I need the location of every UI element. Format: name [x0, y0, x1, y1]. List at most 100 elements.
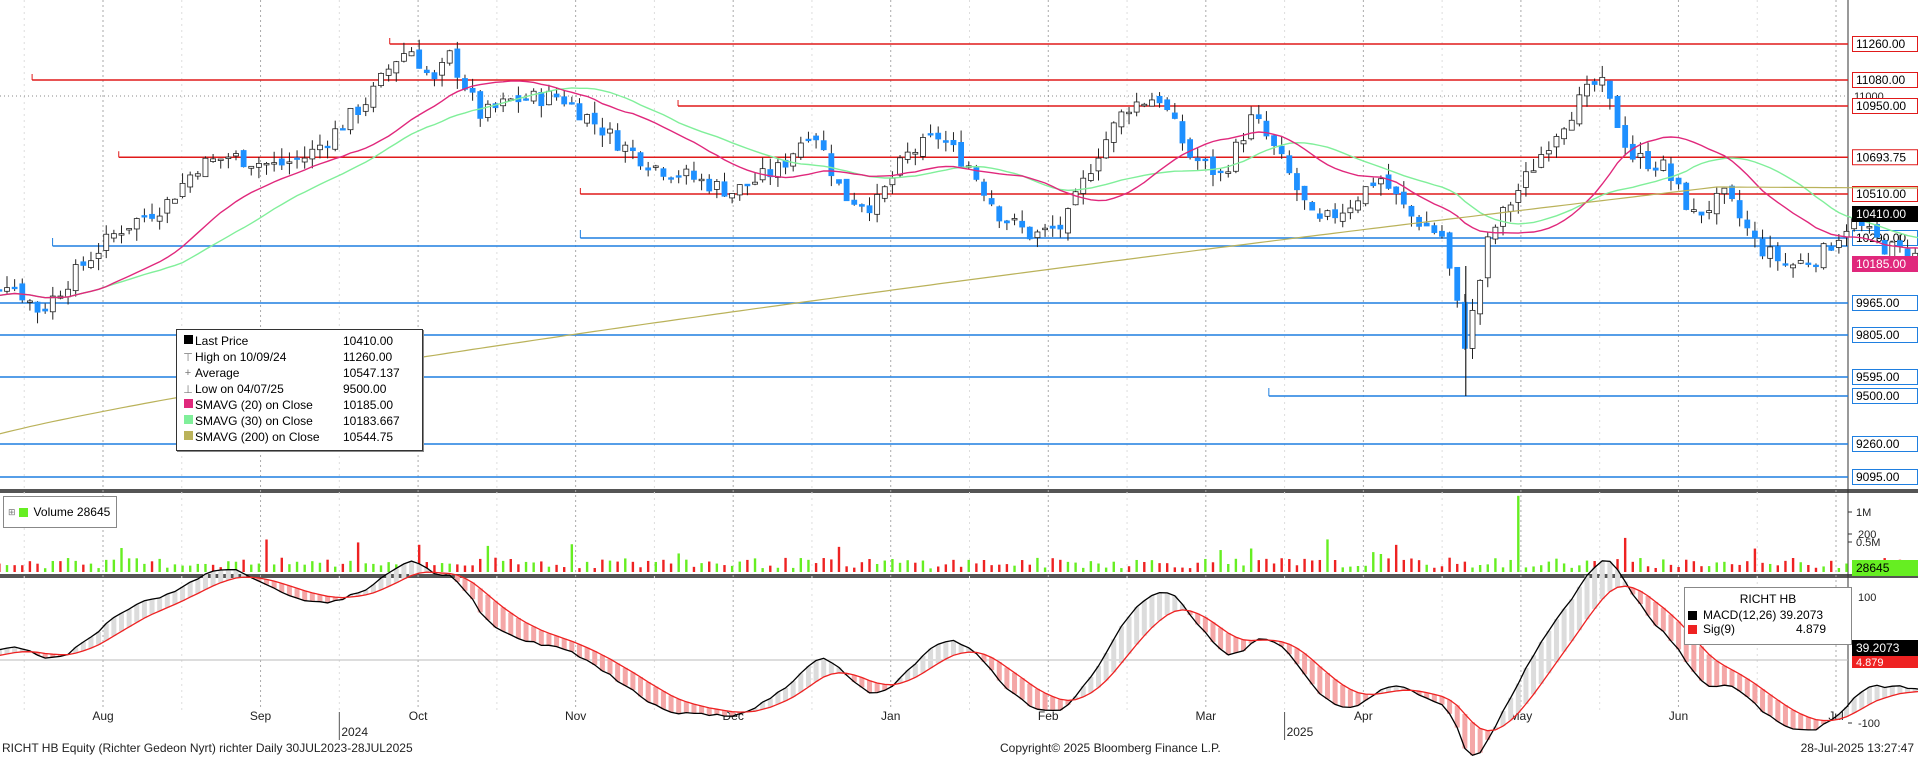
volume-bar — [1662, 559, 1665, 572]
price-legend: Last Price 10410.00 ⊤ High on 10/09/24 11260… — [176, 329, 423, 451]
candle-body — [1599, 76, 1606, 86]
volume-bar — [1127, 566, 1131, 572]
volume-bar — [227, 561, 230, 572]
candle-body — [370, 85, 377, 108]
candle-body — [172, 198, 178, 204]
volume-bar — [28, 561, 32, 572]
candle-body — [179, 182, 186, 197]
candle-body — [423, 69, 430, 74]
volume-bar — [524, 561, 528, 572]
candle-body — [1645, 151, 1651, 170]
volume-bar — [501, 560, 505, 572]
volume-bar — [1791, 558, 1795, 572]
macd-tag — [1852, 640, 1918, 656]
volume-bar — [1448, 557, 1451, 572]
volume-bar — [1639, 558, 1642, 572]
volume-bar — [1181, 567, 1184, 572]
candle-body — [927, 133, 934, 136]
candle-body — [1690, 209, 1697, 212]
volume-bar — [845, 566, 848, 572]
legend-row: SMAVG (20) on Close 10185.00 — [181, 397, 418, 413]
candle-body — [42, 308, 49, 312]
volume-bar — [1532, 566, 1535, 572]
candle-body — [1752, 230, 1758, 239]
legend-value: 10544.75 — [343, 430, 394, 444]
candle-body — [1515, 190, 1522, 203]
volume-bar — [906, 560, 909, 572]
candle-body — [843, 178, 850, 202]
volume-bar — [784, 557, 787, 572]
candle-body — [881, 186, 888, 199]
volume-bar — [372, 563, 375, 572]
level-tag-inner — [1853, 150, 1917, 165]
volume-bar — [753, 558, 757, 572]
level-tag-label: 9965.00 — [1856, 296, 1900, 310]
candle-body — [1729, 185, 1735, 200]
legend-label: Low on 04/07/25 — [195, 382, 284, 396]
candle-body — [1759, 238, 1766, 257]
volume-bar — [769, 565, 772, 572]
expand-icon[interactable]: ⊞ — [8, 506, 16, 517]
candle-body — [1042, 227, 1048, 231]
candle-body — [1622, 125, 1629, 148]
candle-body — [1187, 139, 1193, 158]
candle-body — [675, 175, 682, 178]
volume-bar — [1326, 539, 1329, 572]
volume-bar — [1562, 563, 1566, 572]
volume-bar — [105, 559, 108, 572]
candle-body — [1881, 239, 1888, 255]
volume-bar — [929, 568, 932, 572]
volume-bar — [1356, 565, 1360, 572]
candle-body — [1332, 209, 1339, 219]
volume-bar — [517, 564, 520, 572]
volume-bar — [1280, 558, 1283, 572]
candle-body — [1652, 167, 1659, 171]
candle-body — [874, 194, 881, 215]
candle-body — [1774, 246, 1781, 262]
legend-value: 11260.00 — [343, 350, 393, 364]
volume-bar — [265, 539, 268, 572]
candle-body — [820, 140, 827, 151]
volume-bar — [624, 558, 627, 572]
candle-body — [1362, 186, 1369, 205]
volume-bar — [1059, 559, 1062, 572]
level-tag-label: 11080.00 — [1856, 73, 1905, 87]
level-tag-inner — [1853, 37, 1917, 51]
candle-body — [194, 173, 201, 177]
volume-bar — [341, 563, 345, 572]
candle-body — [912, 152, 919, 155]
candle-body — [1248, 114, 1255, 140]
candle-body — [1019, 220, 1026, 228]
legend-value: 10183.667 — [343, 414, 400, 428]
volume-bar — [280, 557, 283, 572]
volume-bar — [425, 562, 429, 572]
volume-bar — [1463, 561, 1467, 572]
legend-label: High on 10/09/24 — [195, 350, 287, 364]
volume-bar — [616, 561, 619, 572]
volume-label: Volume — [33, 505, 74, 519]
volume-bar — [700, 563, 703, 572]
candle-body — [1110, 122, 1117, 143]
level-tag-label: 10510.00 — [1856, 187, 1906, 201]
volume-bar — [1112, 561, 1115, 572]
candle-body — [1431, 225, 1438, 233]
volume-bar — [1509, 559, 1512, 572]
candle-body — [523, 98, 529, 101]
candle-body — [1194, 157, 1201, 162]
legend-swatch — [183, 415, 193, 424]
volume-bar — [1074, 562, 1077, 572]
candle-body — [1484, 236, 1491, 279]
volume-bar — [578, 568, 581, 572]
candle-body — [1500, 207, 1506, 227]
volume-tick-label: 1M — [1856, 507, 1871, 519]
volume-bar — [1165, 563, 1169, 572]
candle-body — [1202, 158, 1209, 162]
candle-body — [721, 181, 728, 197]
volume-bar — [1768, 563, 1772, 572]
candle-body — [439, 62, 445, 76]
volume-bar — [593, 568, 596, 572]
candle-body — [629, 147, 636, 152]
volume-bar — [1425, 564, 1428, 572]
volume-bar — [692, 566, 696, 572]
candle-body — [851, 199, 858, 205]
